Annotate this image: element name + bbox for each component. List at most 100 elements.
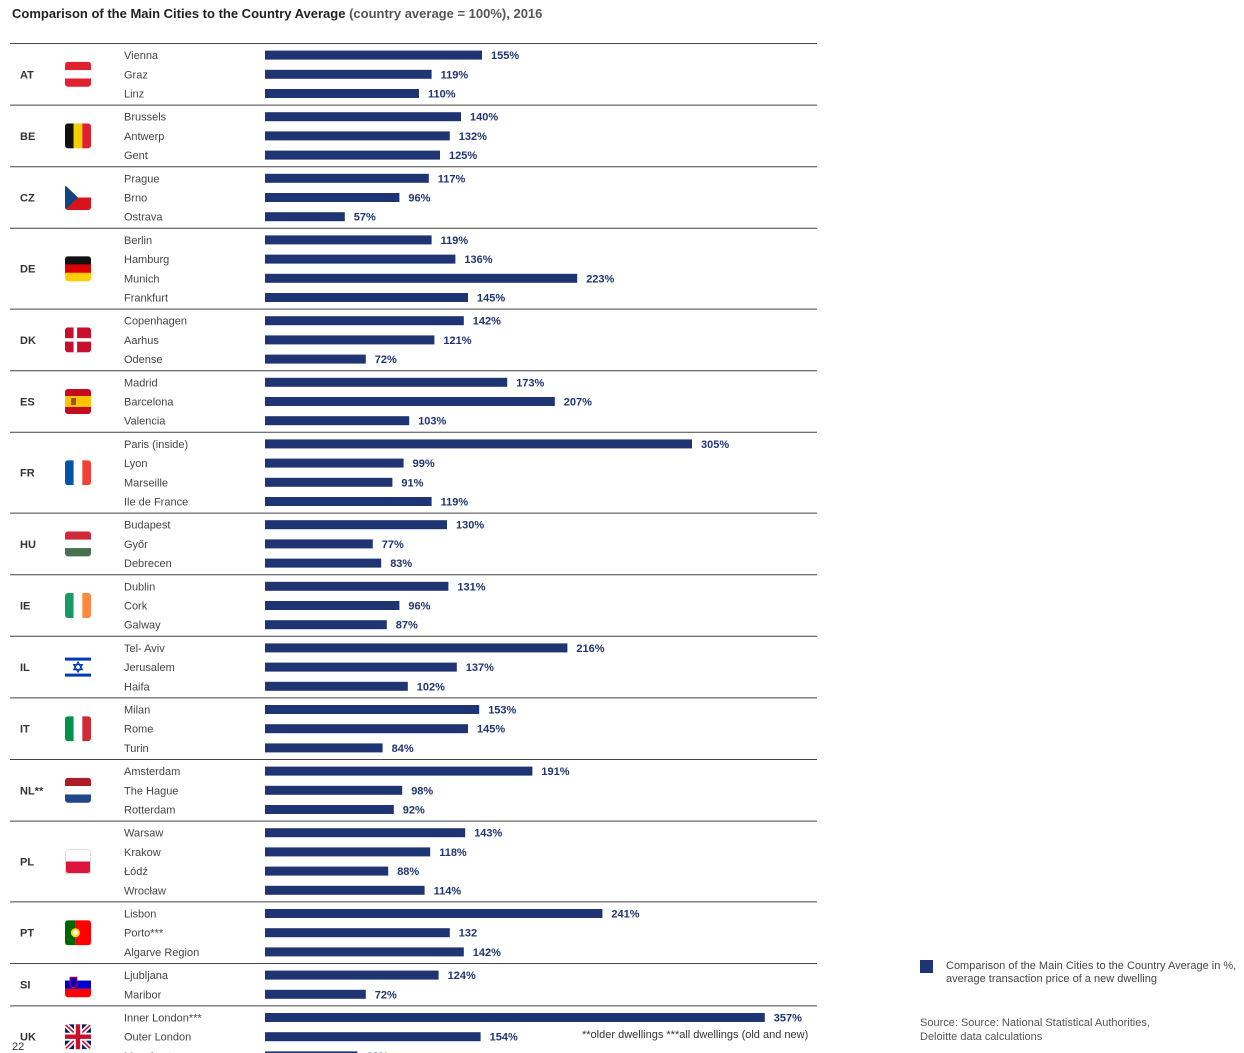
bar-d: [265, 866, 389, 876]
flag-body: [65, 531, 91, 557]
germany-flag-icon: [65, 256, 91, 282]
bar-wroc-aw: [265, 885, 425, 895]
city-name-brussels: Brussels: [124, 112, 167, 124]
bar-madrid: [265, 377, 508, 387]
flag-body: [65, 972, 91, 998]
bar-berlin: [265, 235, 432, 245]
city-name-turin: Turin: [124, 743, 149, 755]
flag-body: [65, 327, 91, 353]
value-label-warsaw: 143%: [474, 828, 502, 840]
value-label-lisbon: 241%: [611, 909, 639, 921]
bar-antwerp: [265, 131, 450, 141]
value-label-krakow: 118%: [439, 847, 467, 859]
value-label-budapest: 130%: [456, 520, 484, 532]
city-name-prague: Prague: [124, 173, 159, 185]
country-code: NL**: [20, 785, 44, 797]
bar-ile-de-france: [265, 497, 432, 506]
flag-stripe: [65, 70, 91, 79]
bar-rotterdam: [265, 805, 394, 814]
bar-brno: [265, 193, 400, 202]
value-label-paris-inside: 305%: [701, 439, 729, 451]
legend-text: Comparison of the Main Cities to the Cou…: [946, 960, 1236, 986]
value-label-maribor: 72%: [375, 989, 397, 1001]
bar-ostrava: [265, 212, 345, 222]
city-name-ljubljana: Ljubljana: [124, 970, 169, 982]
flag-stripe: [82, 460, 91, 486]
legend-swatch: [920, 960, 933, 973]
legend-line-2: average transaction price of a new dwell…: [946, 973, 1157, 985]
star-triangle: [72, 660, 84, 671]
flag-body: [65, 61, 91, 87]
bar-jerusalem: [265, 662, 457, 672]
value-label-galway: 87%: [396, 620, 418, 632]
poland-flag-icon: [65, 849, 91, 874]
bar-inner-london: [265, 1013, 765, 1022]
bar-vienna: [265, 50, 482, 60]
flag-stripe: [75, 920, 91, 946]
value-label-copenhagen: 142%: [473, 316, 501, 328]
value-label-amsterdam: 191%: [541, 766, 569, 778]
austria-flag-icon: [65, 61, 91, 87]
belgium-flag-icon: [65, 123, 91, 149]
flag-body: [65, 777, 91, 803]
city-name-gy-r: Győr: [124, 539, 148, 551]
bar-milan: [265, 705, 480, 714]
country-code: CZ: [20, 193, 35, 205]
flag-stripe: [65, 920, 76, 946]
source-line-2: Deloitte data calculations: [920, 1031, 1043, 1043]
city-name-manchester: Manchester: [124, 1051, 182, 1053]
flag-body: [65, 593, 91, 618]
value-label-aarhus: 121%: [443, 335, 471, 347]
ireland-flag-icon: [65, 593, 91, 618]
country-code: FR: [20, 468, 35, 480]
flag-stripe: [65, 657, 91, 661]
country-code: SI: [20, 980, 30, 992]
value-label-turin: 84%: [392, 743, 414, 755]
city-name-warsaw: Warsaw: [124, 828, 163, 840]
bar-frankfurt: [265, 293, 468, 302]
flag-stripe: [65, 272, 91, 282]
flag-stripe: [65, 531, 91, 540]
bar-galway: [265, 620, 387, 630]
value-label-rotterdam: 92%: [403, 805, 425, 817]
bar-krakow: [265, 847, 431, 857]
bar-gy-r: [265, 539, 373, 549]
spain-flag-icon: [65, 389, 91, 414]
flag-stripe: [82, 123, 91, 149]
flag-stripe: [65, 716, 74, 742]
bar-porto: [265, 928, 450, 938]
city-name-vienna: Vienna: [124, 50, 159, 62]
value-label-porto: 132: [459, 928, 477, 940]
bar-prague: [265, 173, 429, 183]
value-label-d: 88%: [397, 866, 419, 878]
city-name-outer-london: Outer London: [124, 1032, 191, 1044]
city-name-hamburg: Hamburg: [124, 254, 169, 266]
flag-stripe: [82, 716, 91, 742]
slovenia-flag-icon: [65, 972, 91, 998]
source-line-1: Source: Source: National Statistical Aut…: [920, 1017, 1150, 1029]
value-label-odense: 72%: [375, 354, 397, 366]
value-label-dublin: 131%: [457, 581, 485, 593]
city-name-lyon: Lyon: [124, 458, 147, 470]
bar-barcelona: [265, 397, 555, 406]
bar-budapest: [265, 520, 447, 530]
flag-stripe: [65, 794, 91, 803]
hungary-flag-icon: [65, 531, 91, 557]
city-name-ile-de-france: Ile de France: [124, 497, 188, 509]
value-label-jerusalem: 137%: [466, 662, 494, 674]
flag-body: [65, 256, 91, 282]
uk-flag-icon: [65, 1024, 91, 1050]
flag-stripe: [65, 78, 91, 87]
flag-body: [65, 920, 91, 946]
bar-hamburg: [265, 254, 456, 264]
bar-the-hague: [265, 785, 403, 795]
bar-outer-london: [265, 1032, 481, 1042]
flag-body: [65, 389, 91, 414]
city-name-budapest: Budapest: [124, 520, 170, 532]
bar-manchester: [265, 1051, 358, 1053]
city-name-linz: Linz: [124, 89, 144, 101]
country-code: ES: [20, 397, 35, 409]
value-label-madrid: 173%: [516, 377, 544, 389]
bar-maribor: [265, 989, 366, 999]
